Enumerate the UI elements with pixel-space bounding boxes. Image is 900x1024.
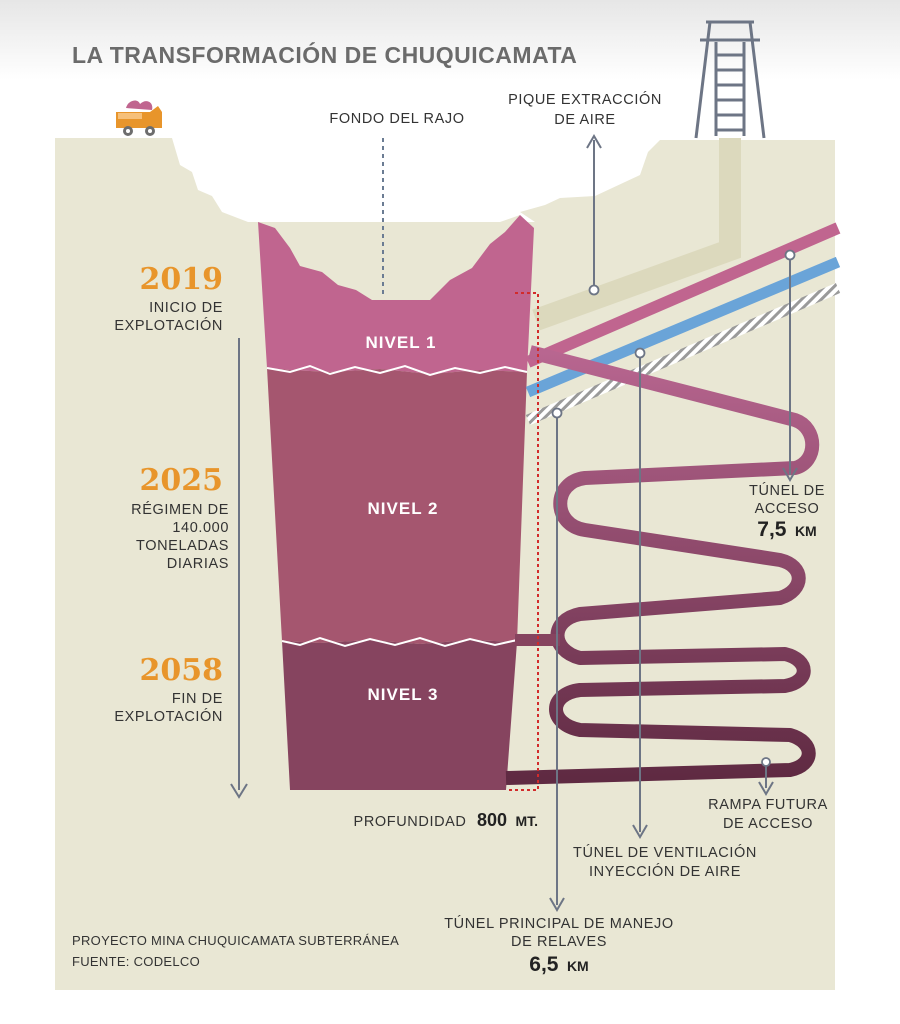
timeline-year-2025: 2025 (140, 463, 224, 498)
timeline-text-2058-1: FIN DE (172, 691, 223, 707)
pique-extraccion-shaft (532, 138, 741, 331)
relaves-value: 6,5 KM (529, 953, 588, 976)
timeline-text-2019-1: INICIO DE (149, 300, 223, 316)
footer-source: FUENTE: CODELCO (72, 954, 200, 969)
relaves-pointer-head (549, 897, 565, 912)
relaves-marker (551, 407, 563, 419)
timeline-text-2058-2: EXPLOTACIÓN (114, 708, 223, 725)
tunel-acceso (525, 222, 841, 368)
pique-marker (588, 284, 600, 296)
profundidad-label: PROFUNDIDAD 800 MT. (354, 810, 538, 830)
profundidad-text: PROFUNDIDAD (354, 814, 467, 830)
rampa-label-line2: DE ACCESO (723, 816, 813, 832)
timeline-text-2019-2: EXPLOTACIÓN (114, 317, 223, 334)
timeline-text-2025-4: DIARIAS (167, 556, 229, 572)
relaves-label-line2: DE RELAVES (511, 934, 607, 950)
timeline-year-2019: 2019 (140, 262, 224, 297)
profundidad-unit: MT. (515, 813, 538, 829)
nivel-2-block (267, 368, 527, 644)
level-divider-1 (266, 364, 528, 377)
nivel-1-block (258, 215, 534, 374)
nivel-1-label: NIVEL 1 (366, 333, 437, 352)
ventilacion-label-line1: TÚNEL DE VENTILACIÓN (573, 844, 757, 861)
nivel-3-label: NIVEL 3 (368, 685, 439, 704)
acceso-label-line2: ACCESO (755, 501, 820, 517)
profundidad-value: 800 (477, 810, 507, 830)
headframe-tower-icon (694, 20, 766, 139)
timeline-text-2025-3: TONELADAS (136, 538, 229, 554)
rampa-futura-tunnel (525, 282, 841, 426)
acceso-pointer-head (782, 467, 798, 482)
relaves-value-unit: KM (567, 958, 589, 974)
relaves-value-number: 6,5 (529, 953, 559, 976)
ventilacion-label-line2: INYECCIÓN DE AIRE (589, 863, 741, 880)
ventilacion-pointer-head (632, 824, 648, 839)
nivel-3-block (282, 640, 517, 790)
footer-project: PROYECTO MINA CHUQUICAMATA SUBTERRÁNEA (72, 933, 399, 948)
acceso-value-unit: KM (795, 523, 817, 539)
tunel-relaves-spiral (505, 345, 820, 785)
acceso-value-number: 7,5 (757, 518, 787, 541)
timeline-text-2025-1: RÉGIMEN DE (131, 501, 229, 518)
rampa-marker (761, 757, 771, 767)
acceso-value: 7,5 KM (757, 518, 816, 541)
fondo-rajo-label: FONDO DEL RAJO (329, 111, 464, 127)
pique-arrow-head (586, 134, 602, 149)
ventilacion-marker (634, 347, 646, 359)
depth-bracket (506, 292, 539, 791)
page-title: LA TRANSFORMACIÓN DE CHUQUICAMATA (72, 41, 577, 68)
pique-label-line2: DE AIRE (554, 112, 615, 128)
rampa-pointer-head (758, 781, 774, 796)
timeline-text-2025-2: 140.000 (172, 520, 229, 536)
acceso-marker (784, 249, 796, 261)
acceso-label-line1: TÚNEL DE (749, 482, 825, 499)
timeline-year-2058: 2058 (140, 653, 224, 688)
timeline-arrow-head (230, 783, 248, 799)
rampa-label-line1: RAMPA FUTURA (708, 797, 828, 813)
level-divider-2 (281, 636, 518, 648)
header-band (0, 0, 900, 80)
pique-label-line1: PIQUE EXTRACCIÓN (508, 91, 662, 108)
relaves-label-line1: TÚNEL PRINCIPAL DE MANEJO (444, 915, 674, 932)
truck-icon (116, 100, 162, 136)
nivel-2-label: NIVEL 2 (368, 499, 439, 518)
